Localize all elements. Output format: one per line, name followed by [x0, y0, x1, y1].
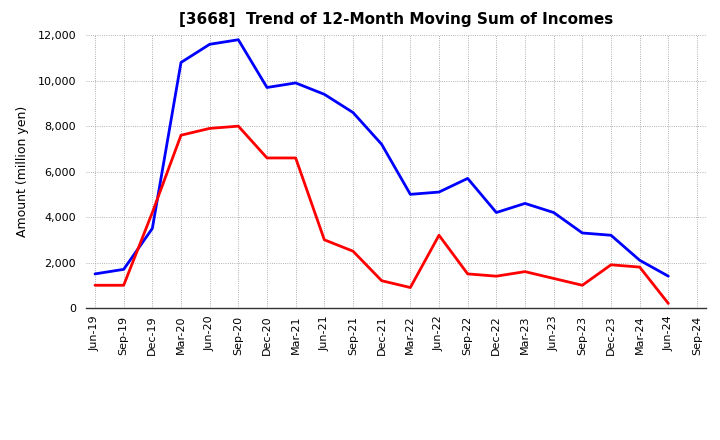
Ordinary Income — [464, 176, 472, 181]
Net Income — [492, 274, 500, 279]
Ordinary Income — [549, 210, 558, 215]
Ordinary Income — [292, 80, 300, 85]
Ordinary Income — [148, 226, 157, 231]
Line: Ordinary Income: Ordinary Income — [95, 40, 668, 276]
Ordinary Income — [348, 110, 357, 115]
Net Income — [578, 282, 587, 288]
Ordinary Income — [635, 258, 644, 263]
Net Income — [320, 237, 328, 242]
Net Income — [292, 155, 300, 161]
Net Income — [464, 271, 472, 276]
Net Income — [263, 155, 271, 161]
Title: [3668]  Trend of 12-Month Moving Sum of Incomes: [3668] Trend of 12-Month Moving Sum of I… — [179, 12, 613, 27]
Net Income — [607, 262, 616, 268]
Net Income — [234, 124, 243, 129]
Net Income — [377, 278, 386, 283]
Ordinary Income — [234, 37, 243, 42]
Ordinary Income — [91, 271, 99, 276]
Net Income — [664, 301, 672, 306]
Net Income — [148, 210, 157, 215]
Net Income — [549, 276, 558, 281]
Ordinary Income — [263, 85, 271, 90]
Ordinary Income — [607, 233, 616, 238]
Ordinary Income — [120, 267, 128, 272]
Ordinary Income — [578, 231, 587, 236]
Ordinary Income — [205, 42, 214, 47]
Ordinary Income — [176, 60, 185, 65]
Ordinary Income — [664, 274, 672, 279]
Net Income — [521, 269, 529, 274]
Ordinary Income — [521, 201, 529, 206]
Net Income — [348, 249, 357, 254]
Net Income — [176, 132, 185, 138]
Ordinary Income — [435, 189, 444, 194]
Y-axis label: Amount (million yen): Amount (million yen) — [16, 106, 29, 237]
Net Income — [120, 282, 128, 288]
Ordinary Income — [320, 92, 328, 97]
Ordinary Income — [492, 210, 500, 215]
Net Income — [91, 282, 99, 288]
Net Income — [435, 233, 444, 238]
Line: Net Income: Net Income — [95, 126, 668, 304]
Net Income — [406, 285, 415, 290]
Net Income — [635, 264, 644, 270]
Net Income — [205, 126, 214, 131]
Ordinary Income — [377, 142, 386, 147]
Ordinary Income — [406, 192, 415, 197]
